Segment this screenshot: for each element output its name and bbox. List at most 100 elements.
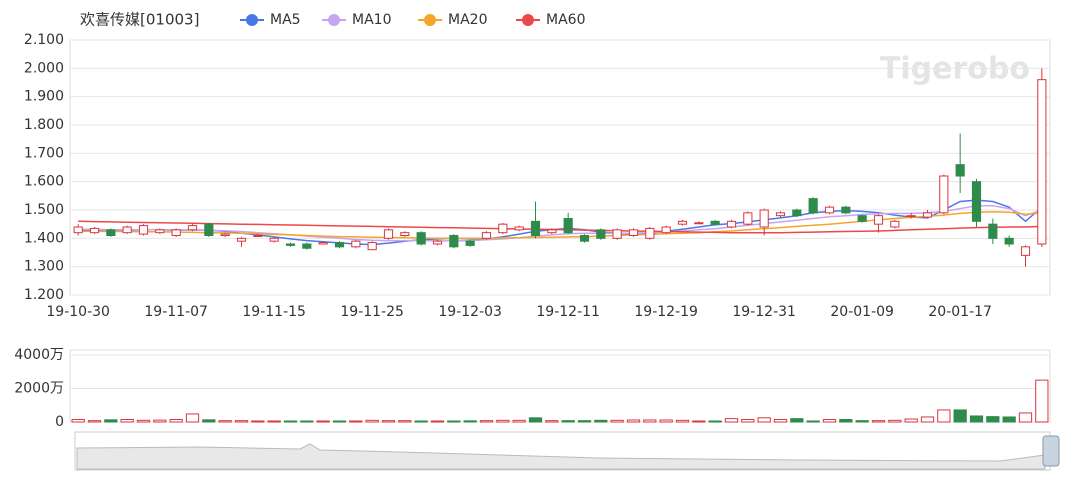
candle-body: [1020, 246, 1031, 256]
candle-body: [939, 175, 949, 214]
x-tick-label: 19-12-03: [438, 304, 502, 320]
candle-body: [710, 220, 720, 225]
candle-body: [204, 223, 214, 237]
y-tick-label: 1.400: [24, 230, 64, 246]
volume-bar: [87, 420, 102, 423]
candle-body: [841, 206, 851, 214]
volume-bar: [659, 419, 673, 423]
candle-body: [906, 215, 916, 218]
candle-body: [432, 240, 443, 245]
candle-body: [269, 237, 279, 242]
y-tick-label: 1.200: [24, 287, 64, 303]
volume-bar: [888, 419, 902, 423]
candle-body: [612, 229, 622, 239]
volume-bar: [71, 418, 85, 423]
y-tick-label: 1.500: [24, 202, 64, 218]
volume-bar: [512, 419, 526, 423]
x-tick-label: 19-12-19: [634, 304, 698, 320]
volume-bar: [806, 420, 820, 423]
volume-bar: [120, 418, 134, 423]
volume-bar: [398, 420, 412, 423]
candle-body: [383, 229, 394, 239]
volume-bar: [904, 418, 918, 423]
volume-bar: [463, 420, 477, 423]
candle-body: [628, 229, 639, 236]
candle-body: [857, 215, 867, 222]
volume-bar: [316, 420, 330, 423]
candle-body: [775, 212, 786, 217]
candle-body: [726, 220, 737, 228]
volume-bar: [937, 409, 951, 423]
candle-body: [1004, 237, 1014, 245]
x-tick-label: 19-11-15: [242, 304, 306, 320]
volume-bar: [528, 417, 543, 423]
candle-body: [187, 225, 198, 231]
x-tick-label: 19-11-07: [144, 304, 208, 320]
candle-body: [743, 212, 753, 225]
volume-bar: [218, 420, 232, 423]
candle-body: [400, 232, 410, 237]
candle-body: [890, 220, 900, 228]
candle-body: [138, 225, 149, 235]
volume-bar: [202, 419, 216, 423]
navigator: [74, 431, 1060, 471]
candle-body: [89, 227, 100, 234]
volume-bar: [479, 420, 494, 423]
volume-bar: [234, 420, 249, 423]
y-tick-label: 4000万: [14, 347, 64, 363]
volume-bar: [545, 420, 559, 423]
volume-bar: [577, 420, 592, 423]
volume-bar: [626, 419, 641, 423]
y-tick-label: 1.800: [24, 117, 64, 133]
candle-body: [73, 226, 83, 234]
volume-bar: [447, 420, 461, 423]
candle-body: [171, 229, 181, 236]
candle-body: [694, 222, 704, 225]
legend-marker: [424, 14, 436, 26]
candle-body: [351, 240, 361, 248]
x-tick-label: 19-12-31: [732, 304, 796, 320]
volume-bar: [496, 419, 510, 423]
candle-body: [253, 235, 263, 237]
candle-body: [579, 235, 590, 242]
candle-body: [547, 229, 557, 234]
candle-body: [792, 209, 802, 217]
candle-body: [236, 237, 247, 242]
x-tick-label: 19-12-11: [536, 304, 600, 320]
volume-bar: [365, 419, 379, 423]
candle-body: [106, 229, 116, 236]
candle-body: [1037, 79, 1047, 245]
candle-body: [220, 233, 230, 236]
volume-bar: [757, 417, 771, 423]
candle-body: [873, 215, 884, 225]
candle-body: [596, 229, 606, 239]
candle-body: [481, 232, 492, 239]
volume-bar: [561, 420, 575, 423]
volume-bar: [414, 420, 428, 423]
volume-bar: [1002, 416, 1016, 423]
volume-bar: [724, 418, 739, 423]
candle-body: [302, 243, 312, 249]
volume-bar: [104, 419, 118, 423]
x-tick-label: 19-10-30: [46, 304, 110, 320]
legend-marker: [246, 14, 258, 26]
volume-bar: [381, 420, 396, 423]
candle-body: [416, 232, 426, 245]
legend-label: MA5: [270, 12, 301, 28]
candle-body: [530, 220, 541, 236]
chart-title: 欢喜传媒[01003]: [80, 11, 199, 29]
legend-label: MA60: [546, 12, 585, 28]
volume-bar: [953, 409, 967, 423]
y-tick-label: 2000万: [14, 381, 64, 397]
candle-body: [824, 206, 835, 214]
candle-body: [498, 223, 508, 234]
navigator-handle[interactable]: [1042, 435, 1060, 467]
volume-bar: [1018, 412, 1033, 423]
y-tick-label: 1.900: [24, 89, 64, 105]
volume-bar: [610, 419, 624, 423]
volume-bar: [920, 416, 935, 423]
candle-body: [449, 235, 459, 248]
candle-body: [563, 218, 573, 234]
